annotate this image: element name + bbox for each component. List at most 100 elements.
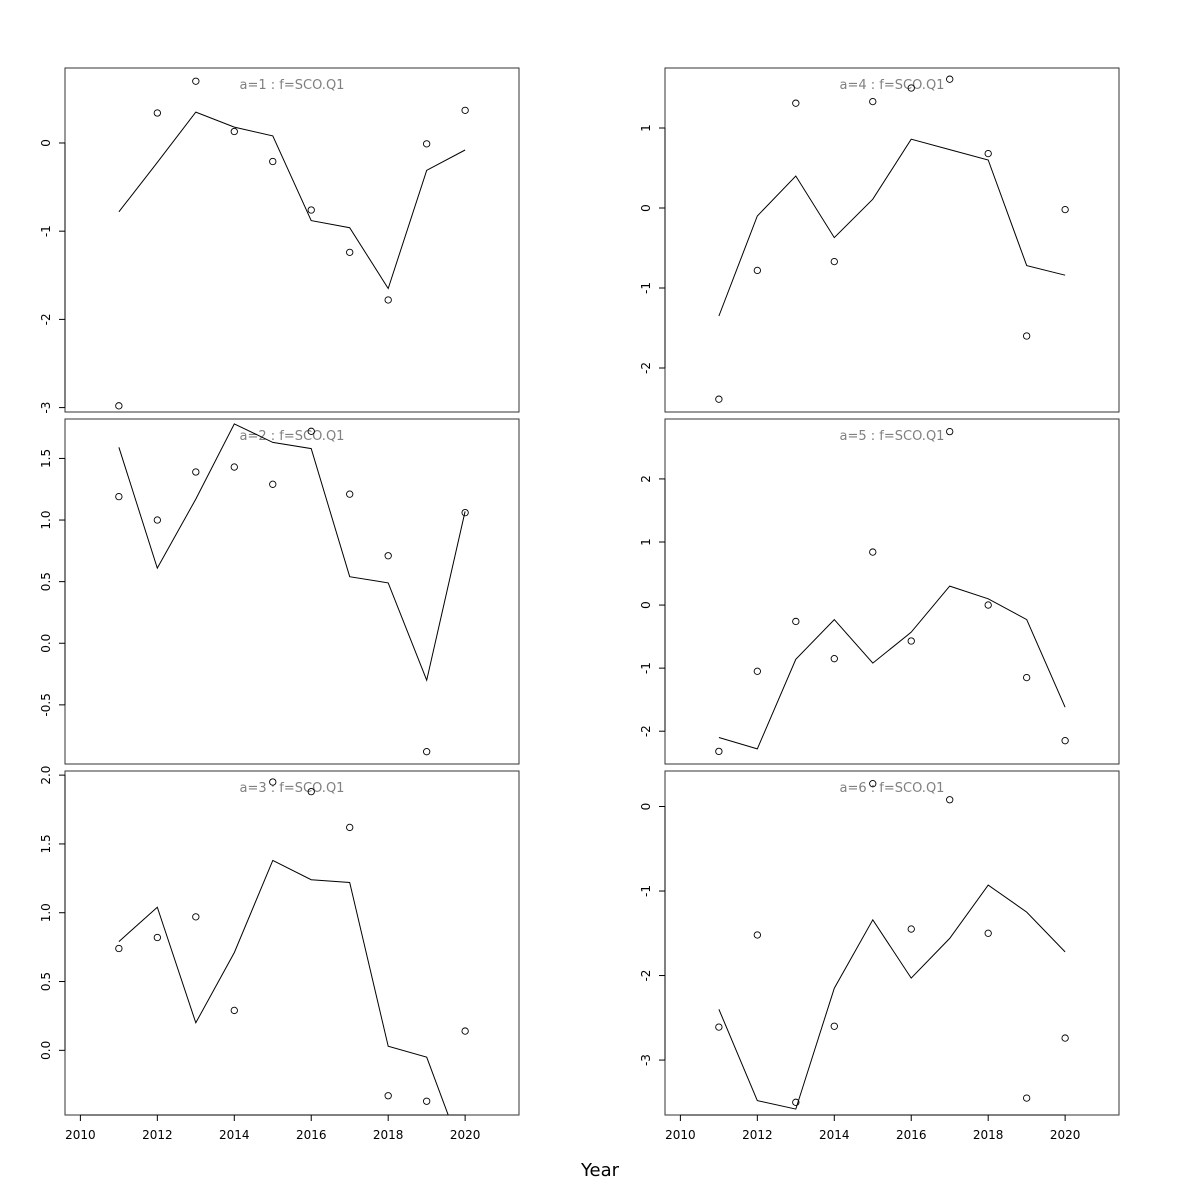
panel-title: a=1 : f=SCO.Q1 xyxy=(240,78,345,93)
observed-point xyxy=(984,929,992,937)
observed-point xyxy=(792,617,800,626)
panel-frame xyxy=(64,418,520,765)
fitted-series-line xyxy=(118,111,466,290)
panel-title: a=6 : f=SCO.Q1 xyxy=(840,781,945,796)
y-tick-label: -2 xyxy=(639,970,653,982)
observed-point xyxy=(269,778,277,786)
panel-title: a=5 : f=SCO.Q1 xyxy=(840,429,945,444)
y-tick-label: 1 xyxy=(639,538,653,546)
observed-point xyxy=(946,427,954,436)
observed-point xyxy=(346,248,354,256)
panel-2: -2 -1 0 1 a=4 : f=SCO.Q1 xyxy=(639,67,1120,413)
observed-point xyxy=(753,266,761,275)
fitted-series-line xyxy=(718,138,1066,317)
observed-point xyxy=(115,402,123,410)
x-tick-label: 2014 xyxy=(219,1128,250,1142)
observed-point xyxy=(1061,737,1069,745)
observed-point xyxy=(115,944,123,953)
y-tick-label: -2 xyxy=(39,313,53,325)
observed-point xyxy=(192,468,200,476)
observed-point xyxy=(423,748,431,756)
observed-point xyxy=(907,637,915,645)
y-tick-label: -3 xyxy=(39,402,53,414)
panel-5: 0.0 0.5 1.0 1.5 2.0 2010 2012 2014 2016 2018 2020 a… xyxy=(39,766,520,1142)
x-tick-label: 2018 xyxy=(373,1128,404,1142)
observed-point xyxy=(192,913,200,921)
panel-3: -0.5 0.0 0.5 1.0 1.5 a=2 : f=SCO.Q1 xyxy=(39,418,520,765)
x-tick-label: 2016 xyxy=(896,1128,927,1142)
y-tick-label: 1.5 xyxy=(39,834,53,853)
y-tick-label: -3 xyxy=(639,1054,653,1066)
y-tick-label: 0 xyxy=(639,601,653,609)
y-tick-label: -2 xyxy=(639,362,653,374)
observed-point xyxy=(1023,332,1031,340)
observed-point xyxy=(830,655,838,663)
observed-point xyxy=(984,149,992,158)
observed-point xyxy=(753,667,761,675)
observed-point xyxy=(869,548,877,556)
panel-title: a=3 : f=SCO.Q1 xyxy=(240,781,345,796)
observed-point xyxy=(907,925,915,933)
y-tick-label: -0.5 xyxy=(39,693,53,716)
panel-title: a=4 : f=SCO.Q1 xyxy=(840,78,945,93)
x-tick-label: 2010 xyxy=(665,1128,696,1142)
panel-4: -2 -1 0 1 2 a=5 : f=SCO.Q1 xyxy=(639,418,1120,765)
y-tick-label: 1.0 xyxy=(39,510,53,529)
y-tick-label: 2.0 xyxy=(39,766,53,785)
observed-point xyxy=(384,1092,392,1100)
panel-frame xyxy=(64,770,520,1116)
observed-point xyxy=(153,516,161,524)
observed-point xyxy=(307,206,315,214)
panel-frame xyxy=(664,67,1120,413)
y-tick-label: 0 xyxy=(39,139,53,147)
observed-point xyxy=(269,157,277,166)
y-tick-label: -1 xyxy=(639,885,653,897)
observed-point xyxy=(230,127,238,136)
observed-point xyxy=(423,1097,431,1105)
x-tick-label: 2014 xyxy=(819,1128,850,1142)
y-tick-label: 0 xyxy=(639,204,653,212)
observed-point xyxy=(346,823,354,832)
y-tick-label: 0.0 xyxy=(39,634,53,653)
panel-frame xyxy=(664,770,1120,1116)
observed-point xyxy=(715,747,723,756)
observed-point xyxy=(1061,1034,1069,1042)
observed-point xyxy=(946,796,954,804)
y-tick-label: 0 xyxy=(639,803,653,811)
observed-point xyxy=(346,490,354,498)
observed-point xyxy=(153,933,161,942)
observed-point xyxy=(792,99,800,107)
panel-frame xyxy=(664,418,1120,765)
observed-point xyxy=(115,492,123,501)
observed-point xyxy=(192,77,200,85)
x-tick-label: 2010 xyxy=(65,1128,96,1142)
observed-point xyxy=(307,787,315,796)
y-tick-label: 0.5 xyxy=(39,972,53,991)
x-tick-label: 2012 xyxy=(742,1128,773,1142)
observed-point xyxy=(461,508,469,517)
observed-point xyxy=(423,140,431,148)
y-tick-label: 1 xyxy=(639,124,653,132)
observed-point xyxy=(461,1027,469,1035)
fitted-series-line xyxy=(718,585,1066,750)
observed-point xyxy=(384,296,392,304)
observed-point xyxy=(230,1006,238,1015)
observed-point xyxy=(269,480,277,488)
y-tick-label: -1 xyxy=(639,662,653,674)
fitted-series-line xyxy=(118,859,449,1115)
observed-point xyxy=(753,931,761,939)
y-tick-label: 2 xyxy=(639,475,653,483)
panel-6: -3 -2 -1 0 2010 2012 2014 2016 2018 2020 a=6 : f=S… xyxy=(639,770,1120,1142)
observed-point xyxy=(946,75,954,83)
y-tick-label: 0.5 xyxy=(39,572,53,591)
observed-point xyxy=(1061,205,1069,214)
y-tick-label: -2 xyxy=(639,725,653,737)
observed-point xyxy=(307,427,315,435)
observed-point xyxy=(230,463,238,471)
observed-point xyxy=(869,780,877,788)
observed-point xyxy=(153,109,161,117)
observed-point xyxy=(792,1098,800,1106)
observed-point xyxy=(830,257,838,266)
y-tick-label: 0.0 xyxy=(39,1041,53,1060)
